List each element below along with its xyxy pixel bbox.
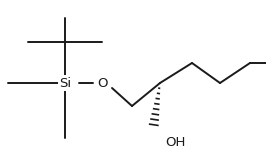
Text: O: O	[98, 76, 108, 90]
Text: Si: Si	[59, 76, 71, 90]
Text: OH: OH	[165, 137, 185, 150]
